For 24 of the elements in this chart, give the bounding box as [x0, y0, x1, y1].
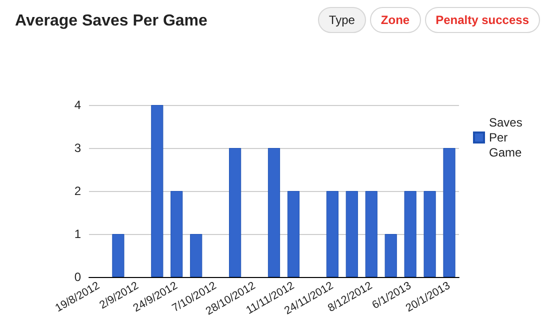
- y-tick-label: 0: [74, 270, 82, 284]
- bar: [326, 191, 338, 277]
- y-tick-label: 3: [74, 141, 82, 155]
- text: Zone: [370, 7, 421, 33]
- bar: [424, 191, 436, 277]
- bar: [170, 191, 183, 277]
- bar: [112, 234, 124, 277]
- bar: [229, 148, 242, 277]
- text: Penalty success: [424, 7, 540, 33]
- bar: [287, 191, 300, 277]
- chart-title: Average Saves Per Game: [15, 12, 208, 30]
- y-tick-label: 4: [74, 98, 82, 112]
- bar: [404, 191, 416, 277]
- y-tick-label: 1: [74, 227, 82, 241]
- bar: [151, 105, 164, 277]
- y-tick-label: 2: [74, 184, 82, 198]
- bar: [268, 148, 280, 277]
- bar: [384, 234, 397, 277]
- legend-label: Saves Per Game: [489, 116, 526, 160]
- text: Type: [318, 7, 366, 33]
- bar: [190, 234, 202, 277]
- bar: [346, 191, 358, 277]
- bar: [443, 148, 456, 277]
- bar: [365, 191, 378, 277]
